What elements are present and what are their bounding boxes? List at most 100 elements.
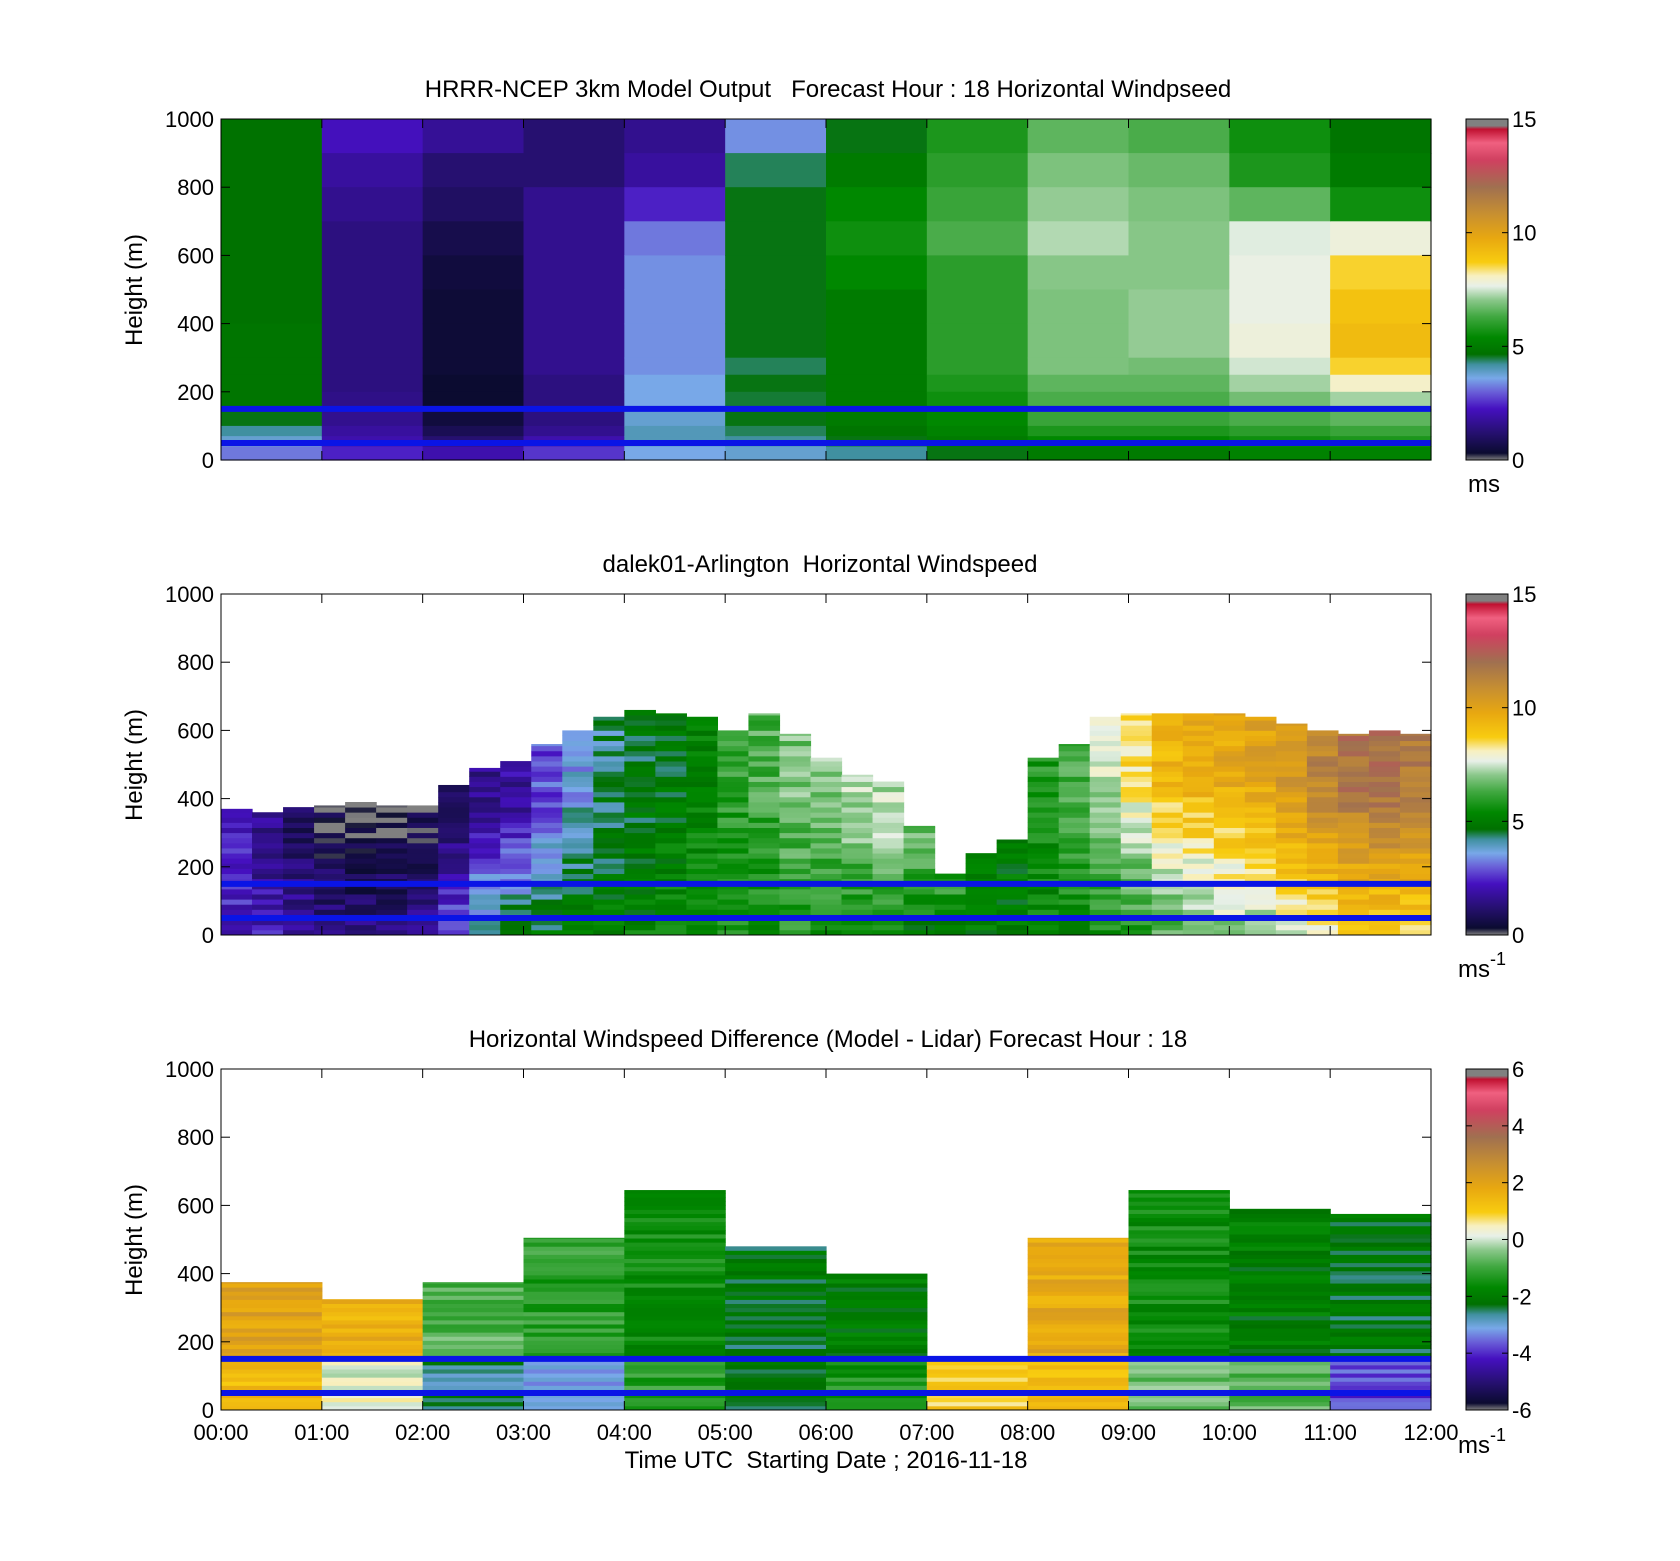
difference-cell (624, 1262, 726, 1268)
lidar-cell (1244, 909, 1277, 915)
lidar-cell (1151, 796, 1184, 803)
difference-cell (826, 1307, 928, 1313)
lidar-cell (438, 929, 470, 936)
lidar-cell (1120, 725, 1153, 731)
lidar-cell (1182, 822, 1215, 828)
lidar-cell (593, 716, 625, 721)
lidar-cell (779, 807, 812, 813)
lidar-cell (1368, 858, 1401, 864)
lidar-cell (531, 781, 563, 788)
panel-difference-x-label: Time UTC Starting Date ; 2016-11-18 (625, 1447, 1028, 1474)
panel-lidar-title: dalek01-Arlington Horizontal Windspeed (603, 551, 1038, 578)
lidar-cell (1182, 842, 1215, 849)
model-cell (1229, 357, 1331, 376)
colorbar-tick-label: -6 (1512, 1398, 1532, 1423)
difference-cell (926, 1360, 1029, 1366)
lidar-cell (1306, 802, 1339, 808)
model-cell (1027, 408, 1130, 427)
difference-cell (1229, 1307, 1331, 1313)
difference-cell (1128, 1270, 1230, 1276)
lidar-cell (1089, 776, 1122, 782)
lidar-cell (686, 842, 719, 849)
difference-cell (221, 1377, 323, 1382)
difference-cell (422, 1295, 525, 1300)
lidar-cell (1213, 868, 1246, 875)
lidar-cell (841, 919, 874, 926)
lidar-cell (1213, 848, 1246, 854)
difference-cell (826, 1381, 928, 1386)
lidar-cell (1151, 868, 1184, 875)
lidar-cell (748, 853, 781, 859)
lidar-cell (1244, 791, 1277, 798)
lidar-cell (1275, 924, 1308, 931)
lidar-cell (1337, 817, 1370, 823)
lidar-cell (469, 776, 501, 782)
lidar-cell (1182, 715, 1215, 721)
lidar-cell (593, 766, 625, 772)
lidar-cell (500, 858, 532, 864)
difference-cell (624, 1377, 726, 1382)
lidar-cell (1027, 863, 1060, 869)
lidar-cell (686, 873, 719, 880)
lidar-cell (1182, 761, 1215, 767)
lidar-cell (1120, 771, 1153, 777)
lidar-cell (1213, 832, 1246, 839)
lidar-cell (221, 808, 253, 813)
difference-cell (523, 1405, 625, 1411)
y-tick-label: 0 (202, 923, 214, 948)
lidar-cell (593, 822, 625, 828)
lidar-cell (1120, 755, 1153, 762)
difference-cell (826, 1360, 928, 1366)
difference-cell (725, 1340, 827, 1345)
lidar-cell (1306, 842, 1339, 849)
lidar-cell (1151, 802, 1184, 808)
lidar-cell (1244, 858, 1277, 864)
lidar-cell (841, 796, 874, 803)
lidar-cell (1306, 899, 1339, 905)
x-tick-label: 11:00 (1303, 1420, 1356, 1445)
difference-cell (1330, 1307, 1432, 1313)
lidar-cell (1337, 791, 1370, 798)
lidar-cell (748, 909, 781, 915)
lidar-cell (779, 766, 812, 772)
lidar-cell (252, 832, 284, 839)
lidar-cell (1151, 842, 1184, 849)
lidar-cell (1368, 924, 1401, 931)
lidar-cell (717, 730, 750, 736)
lidar-cell (407, 832, 439, 839)
difference-cell (624, 1205, 726, 1210)
model-cell (321, 255, 424, 291)
colorbar-tick-label: 10 (1512, 696, 1536, 721)
lidar-cell (1089, 863, 1122, 869)
x-tick-label: 10:00 (1202, 1420, 1257, 1445)
difference-cell (523, 1324, 625, 1329)
difference-cell (422, 1307, 525, 1313)
difference-cell (1128, 1254, 1230, 1259)
difference-cell (523, 1344, 625, 1350)
lidar-cell (593, 812, 625, 818)
model-cell (725, 374, 827, 393)
lidar-cell (1368, 807, 1401, 813)
difference-cell (1027, 1287, 1130, 1292)
difference-cell (624, 1250, 726, 1255)
lidar-cell (841, 786, 874, 793)
lidar-cell (624, 822, 656, 828)
colorbar-tick-label: 15 (1512, 107, 1536, 132)
lidar-cell (314, 817, 346, 823)
difference-cell (1229, 1225, 1331, 1231)
lidar-cell (1120, 766, 1153, 772)
panel-model-y-label: Height (m) (121, 234, 148, 346)
lidar-cell (1275, 791, 1308, 798)
lidar-cell (469, 868, 501, 875)
lidar-cell (593, 802, 625, 808)
lidar-cell (996, 894, 1029, 900)
difference-cell (1128, 1283, 1230, 1288)
lidar-cell (1058, 919, 1091, 926)
lidar-cell (1089, 929, 1122, 936)
lidar-cell (1058, 802, 1091, 808)
model-cell (624, 446, 726, 461)
lidar-cell (469, 888, 501, 895)
lidar-cell (1306, 832, 1339, 839)
lidar-cell (1027, 807, 1060, 813)
lidar-cell (345, 853, 377, 859)
